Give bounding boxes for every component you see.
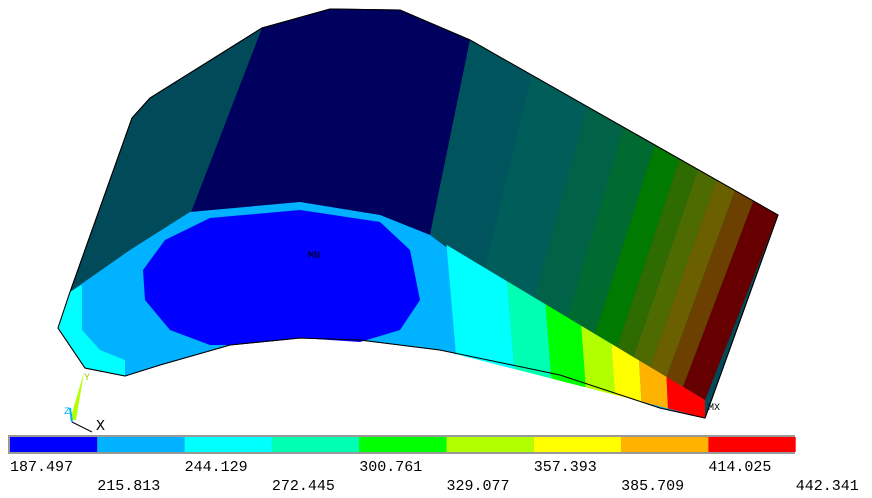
legend-swatch — [359, 437, 446, 452]
legend-label: 300.761 — [359, 459, 422, 476]
page: {"legend": {"labels": ["187.497", "215.8… — [0, 0, 872, 498]
legend: 187.497 215.813 244.129 272.445 300.761 329.0… — [10, 437, 859, 495]
legend-label: 385.709 — [621, 478, 684, 495]
x-label: X — [96, 418, 105, 435]
legend-label: 329.077 — [447, 478, 510, 495]
legend-swatch — [708, 437, 795, 452]
legend-swatch — [621, 437, 708, 452]
legend-label: 215.813 — [97, 478, 160, 495]
legend-label: 414.025 — [708, 459, 771, 476]
axis-triad: Y Z X — [64, 372, 105, 435]
legend-swatch — [272, 437, 359, 452]
legend-swatch — [10, 437, 97, 452]
legend-swatch — [97, 437, 184, 452]
band — [190, 9, 470, 235]
legend-swatch — [534, 437, 621, 452]
legend-label: 244.129 — [185, 459, 248, 476]
legend-label: 187.497 — [10, 459, 73, 476]
max-marker: MX — [708, 403, 720, 414]
contour-plot: MN MX Y Z X 187.497 215.813 244.129 272.445… — [0, 0, 872, 498]
y-label: Y — [84, 373, 90, 384]
x-axis — [72, 422, 92, 432]
legend-label: 357.393 — [534, 459, 597, 476]
z-label: Z — [64, 407, 70, 418]
min-marker: MN — [308, 251, 320, 262]
model: MN MX — [58, 9, 778, 418]
legend-swatch — [447, 437, 534, 452]
legend-label: 272.445 — [272, 478, 335, 495]
legend-label: 442.341 — [796, 478, 859, 495]
y-axis — [70, 372, 84, 420]
legend-swatch — [185, 437, 272, 452]
